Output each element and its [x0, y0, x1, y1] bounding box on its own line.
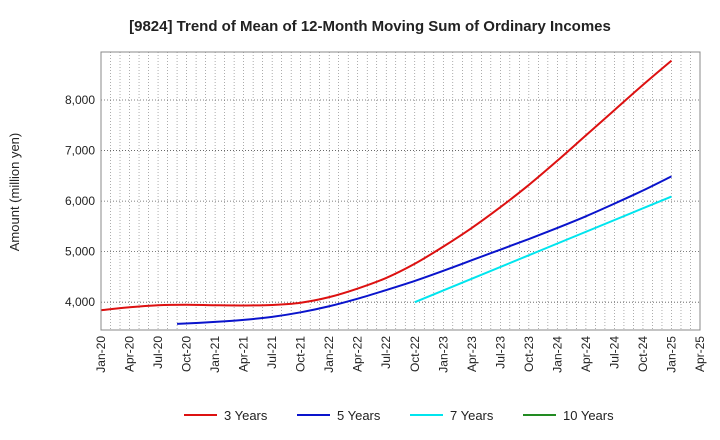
series-line-7-years — [414, 195, 672, 304]
x-tick-label: Jan-20 — [94, 336, 108, 373]
x-tick-label: Apr-20 — [123, 336, 137, 372]
plot-frame — [100, 51, 701, 331]
x-tick-label: Oct-21 — [294, 336, 308, 372]
y-axis-ticks: 4,000 5,000 6,000 7,000 8,000 — [65, 93, 95, 309]
x-tick-label: Jan-21 — [208, 336, 222, 373]
x-tick-label: Oct-24 — [636, 336, 650, 372]
legend-label-3-years: 3 Years — [224, 408, 268, 423]
series-lines — [100, 59, 673, 325]
x-tick-label: Jan-24 — [550, 336, 564, 373]
legend-label-5-years: 5 Years — [337, 408, 381, 423]
legend-label-10-years: 10 Years — [563, 408, 614, 423]
x-tick-label: Jan-25 — [664, 336, 678, 373]
x-tick-label: Oct-20 — [180, 336, 194, 372]
series-line-3-years — [100, 59, 673, 312]
x-tick-label: Jul-23 — [493, 336, 507, 369]
x-tick-label: Apr-25 — [693, 336, 707, 372]
x-tick-label: Jul-20 — [151, 336, 165, 369]
y-tick-label: 5,000 — [65, 245, 95, 259]
x-tick-label: Jan-23 — [436, 336, 450, 373]
chart-title: [9824] Trend of Mean of 12-Month Moving … — [129, 18, 611, 35]
x-tick-label: Jul-22 — [379, 336, 393, 369]
legend: 3 Years 5 Years 7 Years 10 Years — [184, 408, 614, 423]
series-line-5-years — [177, 175, 672, 325]
y-tick-label: 6,000 — [65, 194, 95, 208]
grid — [100, 52, 701, 330]
x-tick-label: Apr-24 — [579, 336, 593, 372]
y-tick-label: 8,000 — [65, 93, 95, 107]
x-tick-label: Apr-21 — [237, 336, 251, 372]
x-tick-label: Apr-22 — [351, 336, 365, 372]
x-axis-ticks: Jan-20 Apr-20 Jul-20 Oct-20 Jan-21 Apr-21 Jul-… — [94, 336, 707, 373]
legend-label-7-years: 7 Years — [450, 408, 494, 423]
x-tick-label: Oct-23 — [522, 336, 536, 372]
y-tick-label: 4,000 — [65, 295, 95, 309]
x-tick-label: Jul-24 — [607, 336, 621, 369]
x-tick-label: Jan-22 — [322, 336, 336, 373]
x-tick-label: Apr-23 — [465, 336, 479, 372]
x-tick-label: Oct-22 — [408, 336, 422, 372]
y-axis-title: Amount (million yen) — [7, 133, 22, 252]
y-tick-label: 7,000 — [65, 144, 95, 158]
x-tick-label: Jul-21 — [265, 336, 279, 369]
